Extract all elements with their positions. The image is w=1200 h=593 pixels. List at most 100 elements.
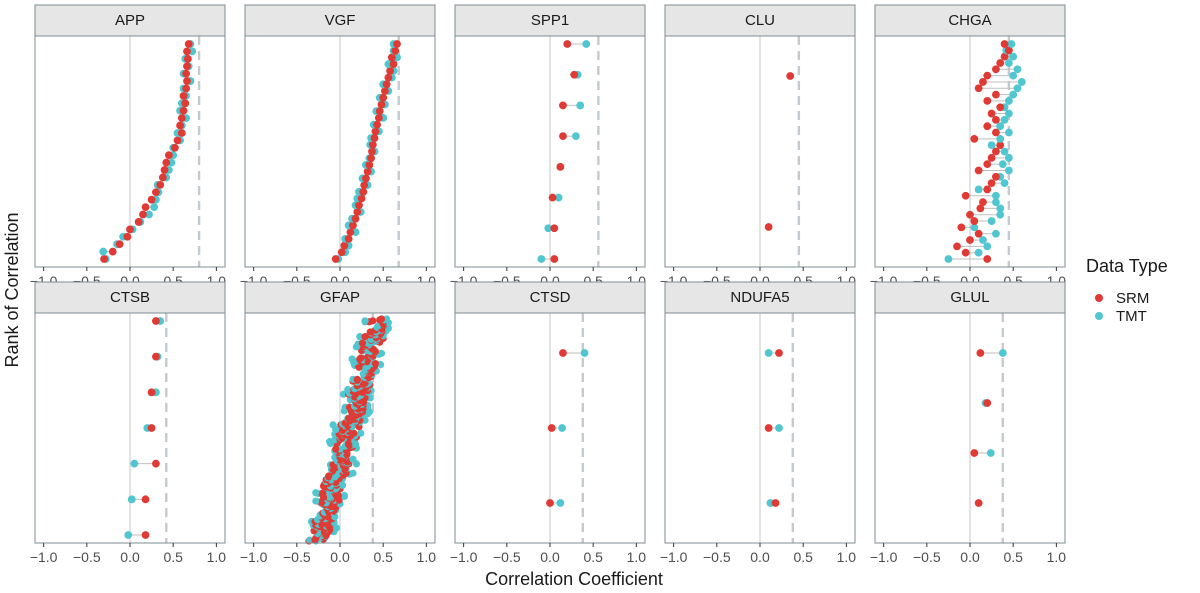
tmt-point	[1004, 109, 1013, 118]
tmt-point	[145, 210, 153, 219]
srm-point	[158, 173, 167, 182]
srm-point	[987, 179, 996, 188]
tmt-point	[998, 349, 1007, 357]
x-tick-label: 0.0	[330, 549, 350, 565]
panel-ndufa5: NDUFA5 −1.0 −0.5 0.0 0.5 1.0	[660, 281, 856, 565]
tmt-point	[150, 203, 159, 212]
panel-chga: CHGA−1.0 −0.5 0.0 0.5 1.0	[870, 4, 1066, 289]
srm-point	[152, 188, 160, 197]
tmt-point	[383, 315, 391, 323]
srm-point	[377, 315, 386, 323]
srm-point	[362, 174, 370, 183]
srm-point	[550, 224, 559, 233]
legend-srm-marker	[1095, 294, 1103, 302]
srm-point	[563, 40, 572, 48]
srm-point	[156, 180, 165, 189]
legend-title: Data Type	[1086, 256, 1168, 276]
tmt-point	[572, 132, 580, 141]
x-tick-label: −0.5	[913, 549, 941, 565]
srm-point	[371, 359, 380, 368]
srm-point	[387, 53, 396, 62]
srm-point	[184, 40, 193, 48]
tmt-point	[582, 40, 591, 48]
tmt-point	[357, 429, 365, 437]
srm-point	[559, 132, 567, 141]
srm-point	[547, 424, 556, 432]
srm-point	[391, 46, 400, 55]
panel-app: APP−1.0 −0.5 0.0 0.5 1.0	[30, 4, 226, 289]
srm-point	[974, 166, 983, 175]
points	[764, 72, 795, 231]
tmt-point	[996, 122, 1005, 131]
srm-point	[344, 234, 353, 243]
tmt-point	[996, 134, 1005, 143]
points	[124, 317, 165, 539]
srm-point	[353, 375, 361, 383]
srm-point	[177, 129, 186, 137]
x-tick-label: 1.0	[1047, 549, 1067, 565]
srm-point	[961, 191, 970, 200]
panel-title: CTSB	[110, 289, 150, 306]
tmt-point	[331, 436, 339, 444]
tmt-point	[998, 160, 1007, 169]
srm-point	[970, 449, 979, 457]
srm-point	[160, 166, 169, 174]
srm-point	[162, 158, 171, 167]
srm-point	[375, 107, 384, 116]
points	[537, 40, 591, 263]
srm-point	[1000, 40, 1009, 48]
srm-point	[974, 84, 983, 93]
srm-point	[183, 77, 191, 85]
srm-point	[966, 236, 974, 244]
x-tick-label: 1.0	[417, 549, 437, 565]
tmt-point	[996, 210, 1005, 219]
srm-point	[332, 445, 340, 453]
tmt-point	[1009, 90, 1018, 99]
tmt-point	[361, 416, 369, 424]
x-tick-label: −1.0	[240, 549, 268, 565]
tmt-point	[944, 255, 953, 263]
points	[305, 315, 392, 545]
tmt-point	[1000, 179, 1009, 188]
srm-point	[974, 499, 983, 507]
tmt-point	[979, 236, 987, 244]
srm-point	[992, 147, 1000, 156]
panel-title: VGF	[325, 12, 356, 29]
srm-point	[319, 489, 328, 497]
srm-point	[152, 317, 160, 325]
srm-point	[370, 134, 379, 142]
srm-point	[365, 161, 374, 169]
tmt-point	[1007, 40, 1016, 48]
srm-point	[360, 181, 369, 189]
tmt-point	[1004, 166, 1013, 175]
panel-title: CTSD	[530, 289, 571, 306]
x-tick-label: −0.5	[73, 549, 101, 565]
x-tick-label: 1.0	[627, 549, 647, 565]
srm-point	[976, 349, 985, 357]
srm-point	[1000, 52, 1009, 61]
x-tick-label: 0.0	[120, 549, 140, 565]
srm-point	[179, 106, 188, 115]
tmt-point	[558, 424, 566, 432]
srm-point	[979, 78, 987, 86]
srm-point	[992, 65, 1000, 74]
srm-point	[983, 185, 992, 194]
srm-point	[139, 210, 147, 219]
tmt-point	[983, 242, 992, 251]
tmt-point	[992, 198, 1000, 206]
x-tick-label: 0.5	[163, 549, 183, 565]
x-axis: −1.0 −0.5 0.0 0.5 1.0	[660, 543, 856, 565]
panel-strip	[454, 4, 646, 37]
srm-point	[368, 140, 377, 149]
tmt-point	[344, 385, 352, 394]
x-tick-label: −1.0	[450, 549, 478, 565]
tmt-point	[554, 193, 563, 202]
srm-point	[983, 71, 992, 80]
x-axis: −1.0 −0.5 0.0 0.5 1.0	[240, 543, 436, 565]
x-axis: −1.0 −0.5 0.0 0.5 1.0	[870, 543, 1066, 565]
srm-point	[349, 221, 357, 230]
tmt-point	[537, 255, 546, 263]
points	[944, 40, 1026, 263]
srm-point	[384, 73, 393, 82]
tmt-point	[312, 497, 320, 505]
